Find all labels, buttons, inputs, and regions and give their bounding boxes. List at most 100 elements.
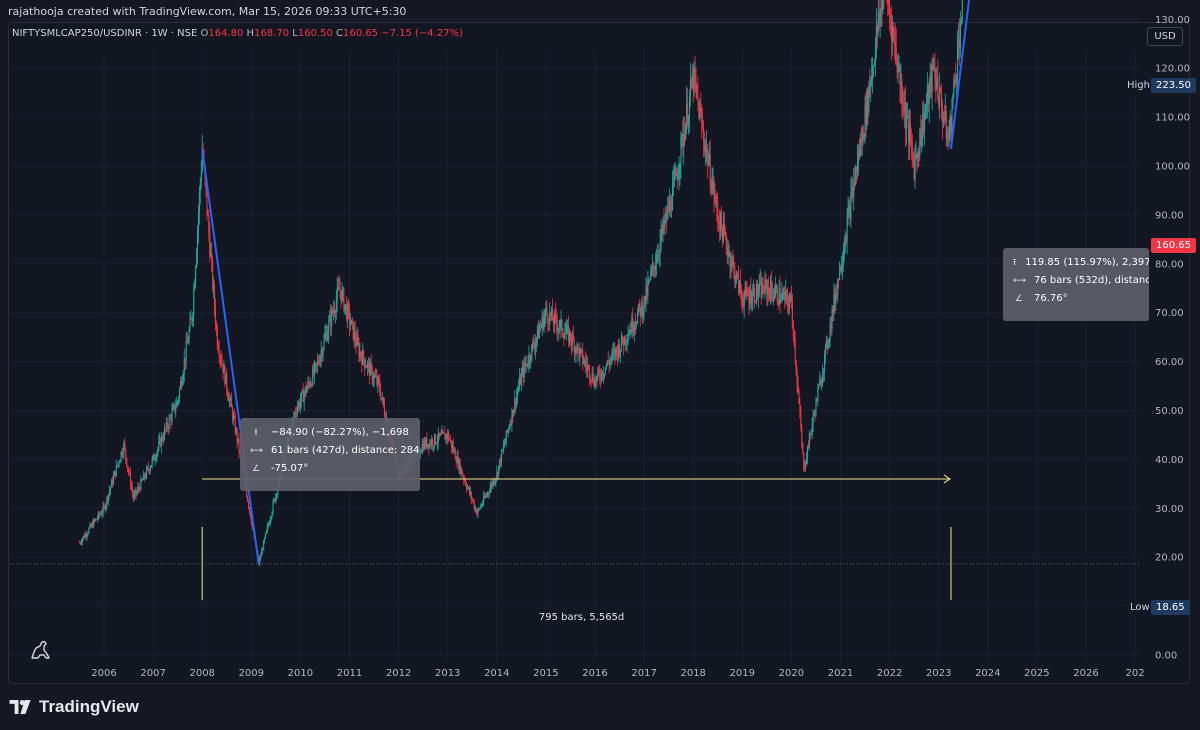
candle-body	[135, 490, 137, 494]
candle-body	[590, 379, 592, 381]
candle-body	[784, 292, 786, 301]
candle-body	[334, 312, 336, 314]
candle-body	[816, 399, 818, 403]
candle-body	[475, 507, 477, 514]
candle-body	[831, 308, 833, 329]
candle-body	[247, 501, 250, 508]
candle-body	[468, 487, 471, 494]
candle-body	[751, 302, 753, 305]
candle-body	[754, 288, 756, 302]
candle-body	[658, 253, 660, 256]
candle-body	[166, 421, 168, 428]
candle-body	[85, 534, 87, 537]
candle-body	[173, 404, 175, 408]
candle-body	[758, 283, 760, 293]
candle-body	[587, 365, 589, 367]
candle-body	[740, 291, 742, 296]
candle-body	[492, 480, 494, 486]
candle-body	[298, 402, 301, 408]
candle-body	[127, 465, 129, 469]
candle-body	[790, 295, 792, 301]
candle-body	[439, 434, 441, 436]
candle-body	[566, 325, 568, 332]
candle-body	[691, 73, 693, 88]
candle-body	[192, 315, 194, 321]
candle-body	[567, 325, 569, 327]
candle-body	[825, 340, 827, 346]
candle-body	[881, 0, 883, 10]
candle-body	[486, 492, 488, 496]
candle-body	[732, 258, 734, 263]
candle-body	[461, 468, 463, 475]
candle-body	[341, 290, 343, 302]
candle-body	[668, 205, 670, 211]
candle-body	[444, 433, 446, 440]
candle-body	[208, 215, 210, 234]
candle-body	[939, 87, 941, 106]
grid-lines	[10, 18, 1140, 662]
candle-body	[938, 97, 940, 106]
chart-panel[interactable]	[8, 22, 1190, 684]
candle-body	[588, 366, 590, 379]
candle-body	[145, 468, 148, 478]
x-tick-label: 2020	[779, 668, 804, 679]
candle-body	[950, 115, 952, 131]
candle-body	[677, 173, 679, 180]
candle-body	[682, 134, 684, 148]
candle-body	[554, 312, 556, 316]
candle-body	[307, 381, 309, 388]
candle-body	[354, 330, 356, 342]
candle-body	[607, 360, 609, 363]
candle-body	[957, 42, 959, 76]
candle-body	[924, 113, 926, 132]
candle-body	[905, 101, 907, 129]
x-tick-label: 2008	[189, 668, 214, 679]
candle-body	[826, 340, 828, 348]
symbol-name[interactable]: NIFTYSMLCAP250/USDINR · 1W · NSE	[12, 28, 198, 39]
candle-body	[155, 457, 157, 460]
candle-body	[759, 281, 761, 284]
candle-body	[827, 343, 829, 348]
candle-body	[946, 132, 948, 140]
candle-body	[188, 330, 190, 343]
candle-body	[206, 190, 208, 215]
candle-body	[148, 469, 150, 472]
candle-body	[909, 124, 911, 139]
candle-body	[101, 512, 103, 515]
candle-body	[711, 183, 713, 190]
tradingview-logo[interactable]: TradingView	[9, 697, 139, 717]
candle-body	[888, 1, 890, 4]
currency-button[interactable]: USD	[1147, 27, 1183, 46]
bars-range-icon: ⟷	[250, 446, 263, 456]
candle-body	[916, 155, 918, 158]
candle-body	[261, 550, 263, 556]
candle-body	[626, 341, 628, 343]
candle-body	[449, 439, 451, 441]
candle-body	[276, 494, 278, 496]
candle-body	[576, 344, 578, 354]
candle-body	[796, 371, 798, 384]
candle-body	[454, 450, 456, 460]
candle-body	[561, 319, 563, 334]
candles	[78, 0, 963, 567]
candle-body	[857, 150, 860, 162]
candle-body	[731, 258, 733, 265]
candle-body	[803, 453, 805, 467]
y-tick-label: 110.00	[1155, 113, 1190, 124]
low-tag-label: Low	[1127, 600, 1153, 615]
candle-body	[746, 289, 748, 296]
candle-body	[867, 89, 869, 112]
candle-body	[739, 280, 742, 292]
candle-body	[700, 107, 702, 114]
x-tick-label: 2021	[828, 668, 853, 679]
dino-icon[interactable]	[28, 638, 52, 662]
candle-body	[900, 80, 902, 86]
candle-body	[924, 108, 927, 114]
candle-body	[744, 287, 746, 297]
candle-body	[690, 79, 692, 88]
close-value: 160.65	[343, 28, 379, 39]
candle-body	[783, 292, 785, 294]
candle-body	[646, 285, 648, 296]
